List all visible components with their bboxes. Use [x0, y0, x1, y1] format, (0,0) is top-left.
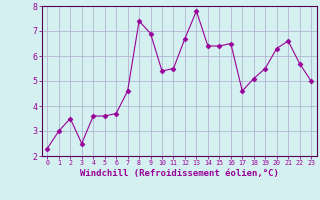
- X-axis label: Windchill (Refroidissement éolien,°C): Windchill (Refroidissement éolien,°C): [80, 169, 279, 178]
